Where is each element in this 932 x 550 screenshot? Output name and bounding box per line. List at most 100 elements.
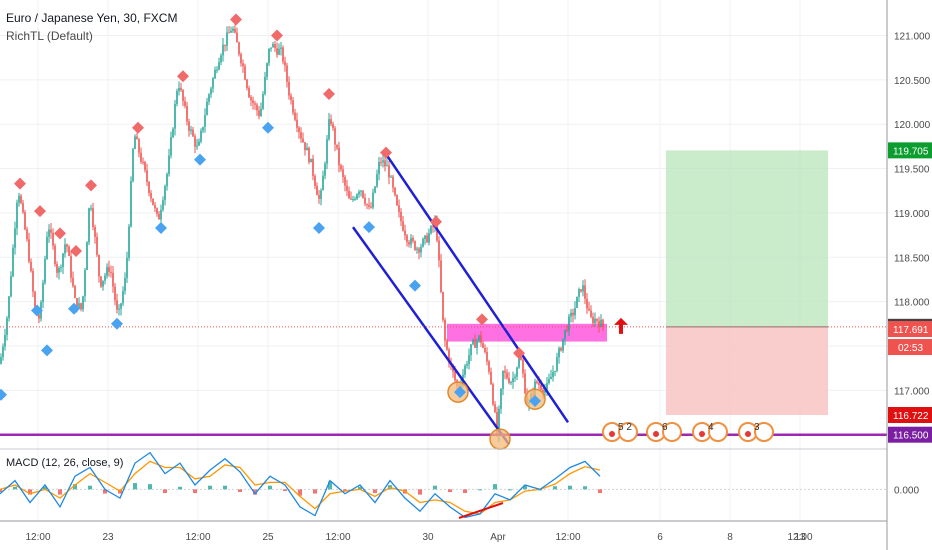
candle-body xyxy=(218,62,220,70)
candle-body xyxy=(270,47,272,49)
candle-body xyxy=(498,408,500,435)
candle-body xyxy=(494,404,496,413)
candle-body xyxy=(250,97,252,101)
candle-body xyxy=(84,270,86,297)
candle-body xyxy=(378,161,380,175)
macd-histogram-bar xyxy=(493,484,497,490)
candle-body xyxy=(108,267,110,272)
candle-body xyxy=(114,286,116,301)
candle-body xyxy=(418,248,420,253)
candle-body xyxy=(306,147,308,151)
candle-body xyxy=(64,244,66,254)
candle-body xyxy=(496,412,498,435)
macd-histogram-bar xyxy=(448,489,452,492)
candle-body xyxy=(278,48,280,55)
candle-body xyxy=(416,248,418,250)
chart-title[interactable]: Euro / Japanese Yen, 30, FXCM xyxy=(6,11,178,25)
candle-body xyxy=(576,296,578,308)
swing-low-diamond xyxy=(454,386,466,399)
candle-body xyxy=(2,346,4,358)
macd-histogram-bar xyxy=(28,489,32,495)
candle-body xyxy=(0,357,2,364)
candle-body xyxy=(50,229,52,233)
candle-body xyxy=(492,384,494,405)
candle-body xyxy=(22,203,24,213)
candle-body xyxy=(228,32,230,34)
candle-body xyxy=(118,308,120,310)
indicator-label[interactable]: RichTL (Default) xyxy=(6,29,93,43)
swing-low-diamond xyxy=(529,394,541,407)
channel-lower-line xyxy=(351,226,511,446)
time-tick-label: 23 xyxy=(102,532,114,543)
candle-body xyxy=(484,347,486,353)
candle-body xyxy=(570,312,572,317)
candle-body xyxy=(414,241,416,250)
candle-body xyxy=(398,205,400,212)
countdown-dot xyxy=(653,431,659,437)
candle-body xyxy=(536,381,538,383)
candle-body xyxy=(298,127,300,133)
candle-body xyxy=(594,318,596,324)
macd-histogram-bar xyxy=(133,483,137,490)
macd-histogram-bar xyxy=(553,486,557,490)
candle-body xyxy=(170,137,172,156)
candle-body xyxy=(340,165,342,170)
macd-histogram-bar xyxy=(298,489,302,496)
candle-body xyxy=(136,136,138,140)
candle-body xyxy=(554,370,556,373)
candle-body xyxy=(330,119,332,125)
price-badge xyxy=(888,142,932,159)
time-tick-label: 12:00 xyxy=(787,532,812,543)
candle-body xyxy=(314,175,316,186)
price-tick-label: 119.000 xyxy=(894,209,930,220)
macd-histogram-bar xyxy=(418,489,422,495)
candle-body xyxy=(106,267,108,276)
macd-line xyxy=(0,451,601,519)
candle-body xyxy=(264,76,266,95)
macd-histogram-bar xyxy=(508,489,512,491)
candle-body xyxy=(552,372,554,377)
swing-low-diamond xyxy=(155,221,167,234)
macd-histogram-bar xyxy=(478,489,482,491)
candle-body xyxy=(158,213,160,220)
candle-body xyxy=(186,105,188,122)
candle-body xyxy=(466,364,468,366)
candle-body xyxy=(14,228,16,248)
candle-body xyxy=(372,192,374,208)
swing-low-diamond xyxy=(31,304,43,317)
candle-body xyxy=(42,282,44,303)
candle-body xyxy=(506,372,508,379)
swing-high-diamond xyxy=(430,215,442,228)
candle-body xyxy=(204,115,206,127)
candle-body xyxy=(562,338,564,351)
candle-body xyxy=(132,148,134,182)
candle-body xyxy=(192,129,194,137)
candle-body xyxy=(514,376,516,378)
candle-body xyxy=(556,357,558,371)
candle-body xyxy=(262,94,264,109)
candle-body xyxy=(346,185,348,191)
candle-body xyxy=(438,240,440,261)
candle-body xyxy=(508,378,510,383)
candle-body xyxy=(202,126,204,131)
macd-histogram-bar xyxy=(223,485,227,490)
candle-body xyxy=(324,163,326,176)
candle-body xyxy=(302,138,304,143)
candle-body xyxy=(516,367,518,377)
candle-body xyxy=(574,307,576,316)
macd-label[interactable]: MACD (12, 26, close, 9) xyxy=(6,457,124,469)
candle-body xyxy=(476,340,478,348)
price-tick-label: 118.500 xyxy=(894,253,930,264)
candle-body xyxy=(172,128,174,138)
swing-low-diamond xyxy=(41,344,53,357)
candle-body xyxy=(12,247,14,277)
macd-histogram-bar xyxy=(253,489,257,495)
candle-body xyxy=(488,361,490,372)
candle-body xyxy=(188,121,190,131)
candle-body xyxy=(350,198,352,200)
candle-body xyxy=(600,319,602,327)
candle-body xyxy=(194,136,196,147)
candle-body xyxy=(572,312,574,316)
candle-body xyxy=(258,110,260,117)
